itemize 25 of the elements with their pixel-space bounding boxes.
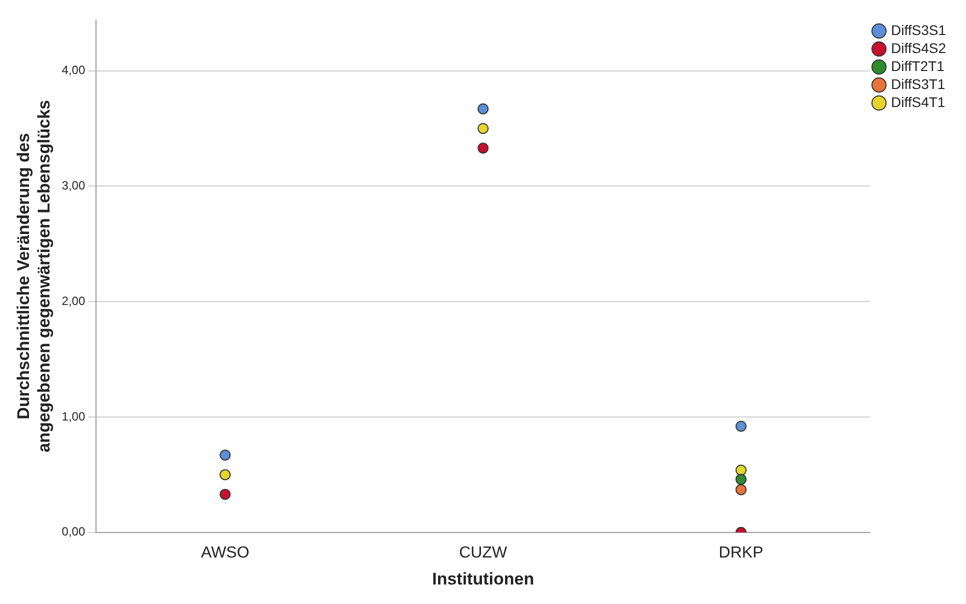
- y-axis-title: Durchschnittliche Veränderung des angegebenen gegenwärtigen Lebensglücks: [14, 100, 54, 452]
- y-tick-label: 0,00: [62, 524, 86, 539]
- point: [736, 420, 747, 432]
- point: [736, 484, 747, 496]
- legend-label: DiffT2T1: [891, 58, 945, 74]
- y-tick-label: 2,00: [62, 294, 86, 308]
- legend-label: DiffS3S1: [891, 22, 946, 38]
- x-tick-label: CUZW: [459, 544, 508, 562]
- legend-label: DiffS3T1: [891, 76, 946, 92]
- point: [220, 450, 231, 461]
- point: [736, 474, 747, 485]
- point: [220, 488, 231, 500]
- x-axis-title: Institutionen: [432, 569, 534, 588]
- point: [220, 469, 231, 480]
- y-tick-label: 4,00: [62, 63, 86, 78]
- point: [478, 103, 489, 114]
- legend-label: DiffS4T1: [891, 94, 946, 110]
- point: [478, 142, 489, 154]
- point: [478, 122, 489, 134]
- x-tick-label: AWSO: [200, 544, 250, 562]
- y-tick-label: 3,00: [62, 178, 86, 192]
- point: [736, 464, 747, 476]
- x-tick-label: DRKP: [718, 544, 764, 562]
- legend-label: DiffS4S2: [891, 40, 946, 56]
- y-tick-label: 1,00: [62, 409, 86, 424]
